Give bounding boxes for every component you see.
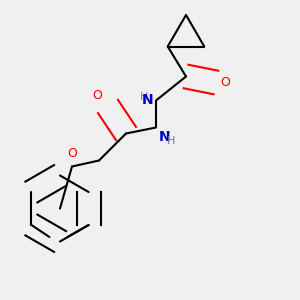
- Text: H: H: [140, 92, 148, 103]
- Text: N: N: [159, 130, 171, 145]
- Text: O: O: [67, 148, 77, 160]
- Text: O: O: [220, 76, 230, 89]
- Text: O: O: [92, 89, 102, 102]
- Text: N: N: [141, 94, 153, 107]
- Text: H: H: [167, 136, 175, 146]
